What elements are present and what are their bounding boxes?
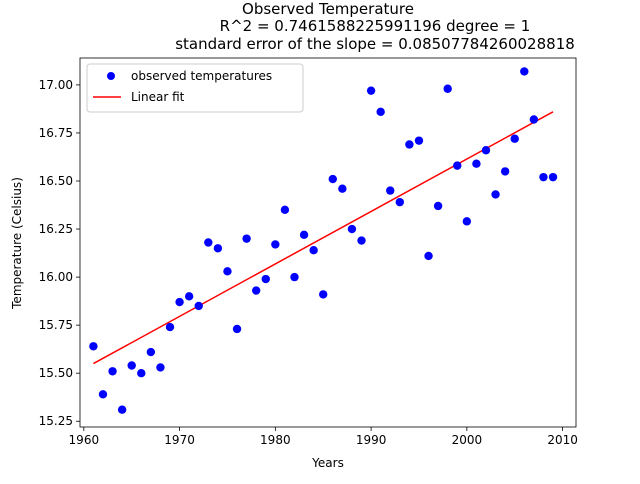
data-point — [242, 234, 251, 243]
data-point — [319, 290, 328, 299]
data-point — [290, 272, 299, 282]
chart-title-line-1: Observed Temperature — [242, 0, 414, 18]
data-point — [366, 86, 376, 95]
data-point — [529, 115, 539, 124]
y-tick-label: 16.25 — [39, 222, 73, 236]
data-point — [405, 140, 414, 149]
data-point — [117, 405, 127, 414]
data-point — [347, 224, 357, 234]
data-point — [328, 174, 337, 184]
legend-label-linear-fit: Linear fit — [131, 90, 185, 104]
y-tick-label: 16.00 — [39, 270, 73, 284]
data-point — [539, 172, 548, 182]
data-point — [213, 244, 223, 253]
x-tick-label: 2010 — [547, 433, 578, 447]
data-point — [251, 286, 261, 295]
data-point — [156, 363, 165, 372]
x-axis-label: Years — [311, 456, 344, 470]
data-point — [357, 236, 366, 245]
y-tick-label: 15.25 — [39, 414, 73, 428]
data-point — [338, 184, 347, 193]
data-point — [175, 297, 184, 307]
x-tick-label: 1990 — [356, 433, 387, 447]
data-point — [204, 238, 213, 247]
data-point — [309, 245, 318, 255]
data-point — [184, 292, 194, 301]
y-axis-label: Temperature (Celsius) — [10, 177, 24, 310]
data-point — [194, 301, 203, 311]
y-tick-label: 16.50 — [39, 174, 73, 188]
data-point — [433, 201, 443, 211]
axes-frame — [79, 57, 577, 428]
x-tick-label: 1970 — [164, 433, 195, 447]
data-point — [520, 67, 529, 76]
legend-box — [86, 63, 304, 113]
data-point — [472, 159, 481, 168]
data-point — [280, 205, 290, 215]
data-point — [462, 217, 472, 226]
data-point — [510, 134, 519, 143]
data-point — [414, 136, 424, 145]
x-tick-label: 1960 — [69, 433, 100, 447]
data-point — [500, 167, 510, 176]
data-point — [108, 367, 117, 376]
data-point — [261, 274, 270, 284]
x-tick-label: 2000 — [452, 433, 483, 447]
data-point — [453, 161, 462, 170]
legend: observed temperatures Linear fit — [86, 63, 304, 113]
legend-marker-observed-temperatures — [107, 72, 115, 80]
data-point — [491, 190, 500, 199]
data-point — [443, 84, 452, 93]
legend-label-observed-temperatures: observed temperatures — [131, 69, 272, 83]
data-point — [424, 251, 433, 261]
x-tick-label: 1980 — [260, 433, 291, 447]
fit-line — [93, 111, 554, 365]
data-point — [165, 322, 175, 332]
data-point — [548, 172, 558, 182]
y-tick-label: 15.50 — [39, 366, 73, 380]
data-point — [481, 146, 491, 155]
data-point — [223, 267, 232, 276]
y-tick-label: 17.00 — [39, 78, 73, 92]
data-point — [395, 197, 405, 207]
data-point — [299, 230, 309, 240]
chart-title-line-3: standard error of the slope = 0.08507784… — [175, 35, 575, 53]
y-tick-label: 16.75 — [39, 126, 73, 140]
y-tick-label: 15.75 — [39, 318, 73, 332]
data-point — [386, 186, 395, 195]
data-point — [137, 368, 146, 378]
data-point — [232, 324, 242, 334]
data-point — [271, 240, 280, 249]
data-point — [127, 361, 136, 370]
chart-title-line-2: R^2 = 0.7461588225991196 degree = 1 — [220, 17, 531, 35]
data-point — [89, 342, 98, 351]
data-point — [376, 107, 385, 117]
data-point — [98, 390, 108, 399]
plot-area: 1960 1970 1980 1990 2000 2010 15.25 15.50 15.75 1… — [39, 57, 578, 447]
data-point — [146, 347, 156, 357]
